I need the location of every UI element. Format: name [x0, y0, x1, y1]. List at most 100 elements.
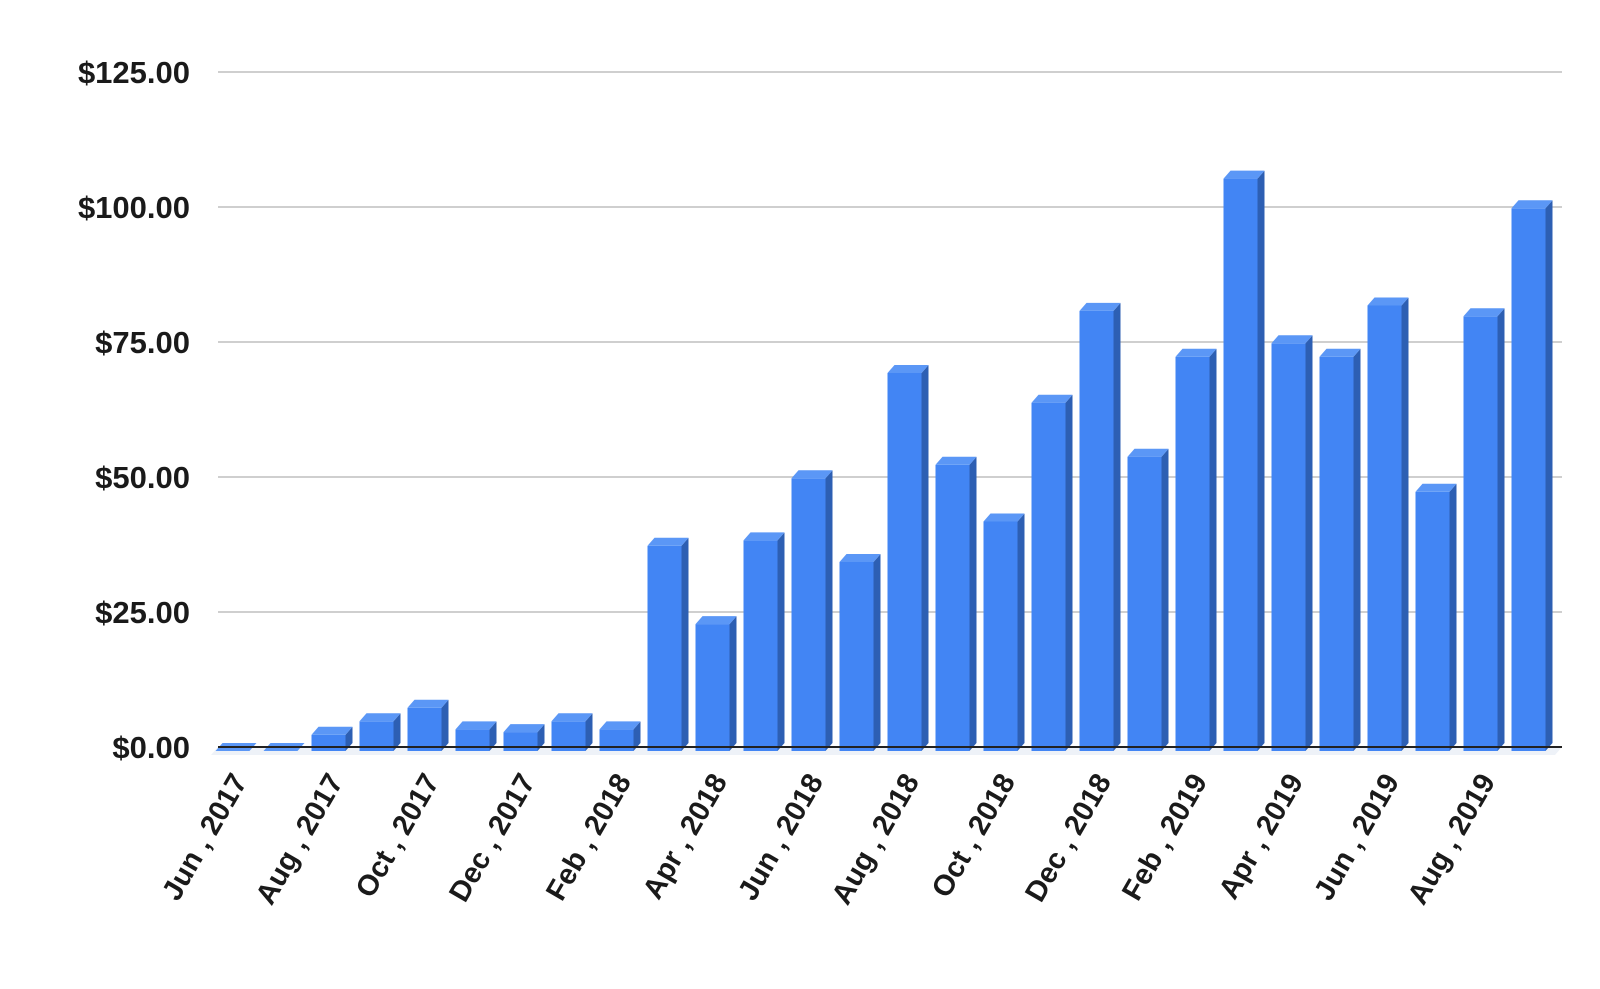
bar-side: [681, 537, 689, 751]
bar-front: [455, 729, 490, 751]
bar-front: [1463, 316, 1498, 751]
bar-side: [1401, 297, 1409, 751]
x-tick-label: Dec , 2017: [443, 769, 542, 908]
bar-side: [441, 699, 449, 751]
bar-side: [825, 470, 833, 751]
y-tick-label: $0.00: [112, 730, 190, 765]
bar-front: [743, 540, 778, 751]
bar: [1175, 348, 1217, 751]
x-tick-label: Jun , 2018: [732, 769, 830, 906]
bar-side: [633, 721, 641, 751]
bar-side: [1065, 394, 1073, 751]
bar-top: [311, 726, 353, 735]
bar: [1463, 308, 1505, 751]
x-tick-label: Apr , 2018: [637, 769, 734, 905]
bar-top: [359, 713, 401, 722]
bar-top: [1271, 335, 1313, 344]
bar-front: [599, 729, 634, 751]
bar-top: [839, 554, 881, 562]
bar-side: [729, 616, 737, 751]
bar: [983, 513, 1025, 751]
bar-side: [393, 713, 401, 751]
bar: [1223, 170, 1265, 752]
bar: [407, 699, 449, 751]
bar-front: [887, 373, 922, 751]
bar-top: [1031, 394, 1073, 403]
bar-side: [1161, 448, 1169, 751]
bar-front: [1415, 491, 1450, 751]
x-tick-label: Jun , 2017: [156, 769, 254, 906]
bar-side: [1305, 335, 1313, 751]
bar-top: [1319, 348, 1361, 357]
bar-top: [1127, 448, 1169, 457]
bar-side: [585, 713, 593, 751]
bars: [211, 170, 1562, 755]
bar-top: [407, 699, 449, 708]
x-tick-label: Oct , 2017: [350, 769, 446, 904]
bar-side: [1449, 483, 1457, 751]
bar: [743, 532, 785, 751]
bar: [455, 721, 497, 751]
bar-top: [503, 724, 545, 733]
bar-side: [1545, 200, 1553, 752]
bar-side: [777, 532, 785, 751]
x-tick-label: Oct , 2018: [926, 769, 1022, 904]
bar-top: [1463, 308, 1505, 317]
bar: [647, 537, 689, 751]
bar-front: [1175, 356, 1210, 751]
bar-side: [1209, 348, 1217, 751]
bar-front: [311, 734, 346, 751]
bar: [695, 616, 737, 751]
bar-side: [1257, 170, 1265, 752]
x-tick-label: Apr , 2019: [1213, 769, 1310, 905]
bar-top: [983, 513, 1025, 522]
bar: [1511, 200, 1553, 752]
bar-side: [537, 724, 545, 751]
bar: [791, 470, 833, 751]
bar: [839, 554, 881, 751]
bar-top: [1415, 483, 1457, 492]
bar: [887, 365, 929, 751]
x-tick-label: Dec , 2018: [1019, 769, 1118, 908]
bar-side: [1353, 348, 1361, 751]
bar-side: [489, 721, 497, 751]
bar-front: [1127, 456, 1162, 751]
x-tick-label: Aug , 2019: [1402, 769, 1502, 911]
y-tick-label: $75.00: [95, 325, 190, 360]
bar: [1079, 302, 1121, 751]
bar: [1415, 483, 1457, 751]
bar-side: [1113, 302, 1121, 751]
bar-front: [647, 545, 682, 751]
bar-top: [455, 721, 497, 730]
bar-top: [551, 713, 593, 722]
bar-front: [983, 521, 1018, 751]
x-tick-label: Jun , 2019: [1308, 769, 1406, 906]
x-tick-label: Aug , 2017: [250, 769, 350, 911]
bar-side: [969, 456, 977, 751]
bar-side: [921, 365, 929, 751]
bar: [551, 713, 593, 751]
bar-top: [743, 532, 785, 541]
bar-top: [695, 616, 737, 625]
bar: [935, 456, 977, 751]
bar: [1127, 448, 1169, 751]
x-tick-label: Aug , 2018: [826, 769, 926, 911]
y-axis-tick-labels: $0.00 $25.00 $50.00 $75.00 $100.00 $125.00: [78, 55, 190, 765]
bar-front: [1511, 208, 1546, 752]
bar-front: [839, 562, 874, 751]
bar-top: [599, 721, 641, 730]
bar-front: [1079, 310, 1114, 751]
bar-top: [1511, 200, 1553, 209]
bar-front: [1319, 356, 1354, 751]
bar-front: [1367, 305, 1402, 751]
x-tick-label: Feb , 2018: [540, 769, 638, 906]
bar: [599, 721, 641, 751]
bar-front: [503, 732, 538, 751]
y-tick-label: $100.00: [78, 190, 190, 225]
bar-front: [695, 624, 730, 751]
bar-top: [791, 470, 833, 479]
bar-side: [1497, 308, 1505, 751]
bar-side: [345, 726, 353, 751]
